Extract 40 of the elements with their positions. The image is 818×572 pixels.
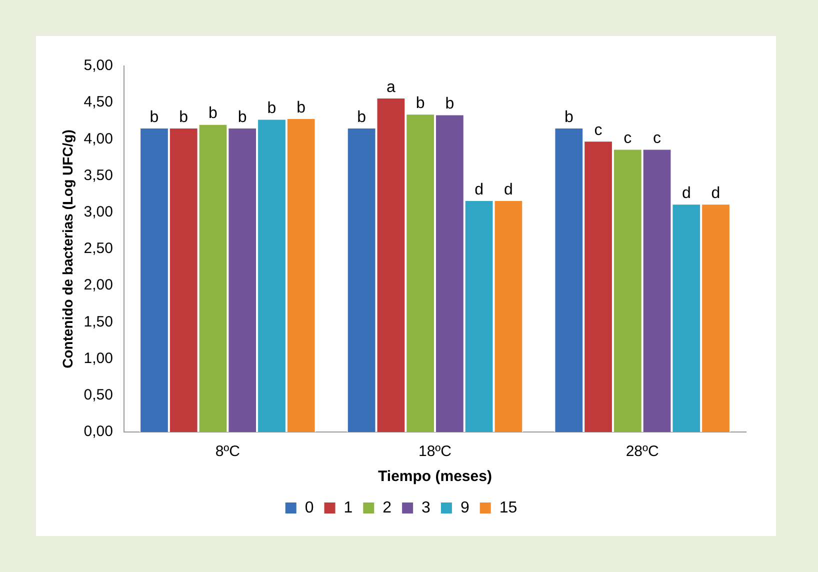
data-label: b (357, 108, 366, 126)
legend-label: 9 (460, 499, 470, 516)
data-label: b (267, 100, 276, 118)
data-label: b (150, 108, 159, 126)
y-tick-label: 0,50 (84, 386, 113, 404)
y-tick-label: 1,00 (84, 350, 113, 367)
legend-label: 3 (422, 499, 431, 516)
data-label: b (564, 108, 574, 126)
y-axis-title: Contenido de bacterias (Log UFC/g) (59, 130, 76, 368)
data-label: b (445, 96, 454, 113)
data-label: c (594, 122, 602, 140)
y-tick-label: 3,50 (84, 166, 113, 184)
x-tick-label: 18ºC (418, 443, 452, 460)
data-label: a (386, 78, 396, 96)
data-label: d (682, 185, 691, 202)
data-label: b (238, 108, 247, 126)
legend-label: 1 (344, 499, 353, 516)
y-tick-label: 4,50 (84, 94, 113, 111)
data-label: d (474, 181, 484, 198)
data-label: b (416, 94, 425, 112)
x-tick-label: 28ºC (626, 443, 659, 460)
y-tick-label: 2,50 (84, 240, 113, 258)
legend-label: 2 (382, 499, 392, 516)
y-tick-label: 3,00 (84, 204, 113, 221)
y-tick-label: 1,50 (84, 313, 113, 330)
x-tick-label: 8ºC (215, 443, 240, 460)
data-label: c (653, 130, 662, 148)
legend-label: 15 (499, 499, 518, 516)
legend-label: 0 (304, 499, 314, 516)
data-label: b (296, 99, 306, 116)
y-tick-label: 0,00 (84, 423, 113, 440)
data-label: b (208, 105, 218, 122)
data-label: c (624, 130, 632, 148)
x-axis-title: Tiempo (meses) (378, 468, 492, 486)
data-label: b (179, 108, 188, 126)
y-tick-label: 4,00 (84, 130, 113, 148)
y-tick-label: 5,00 (84, 57, 113, 74)
y-tick-label: 2,00 (84, 276, 113, 294)
data-label: d (711, 185, 720, 202)
data-label: d (504, 181, 513, 198)
